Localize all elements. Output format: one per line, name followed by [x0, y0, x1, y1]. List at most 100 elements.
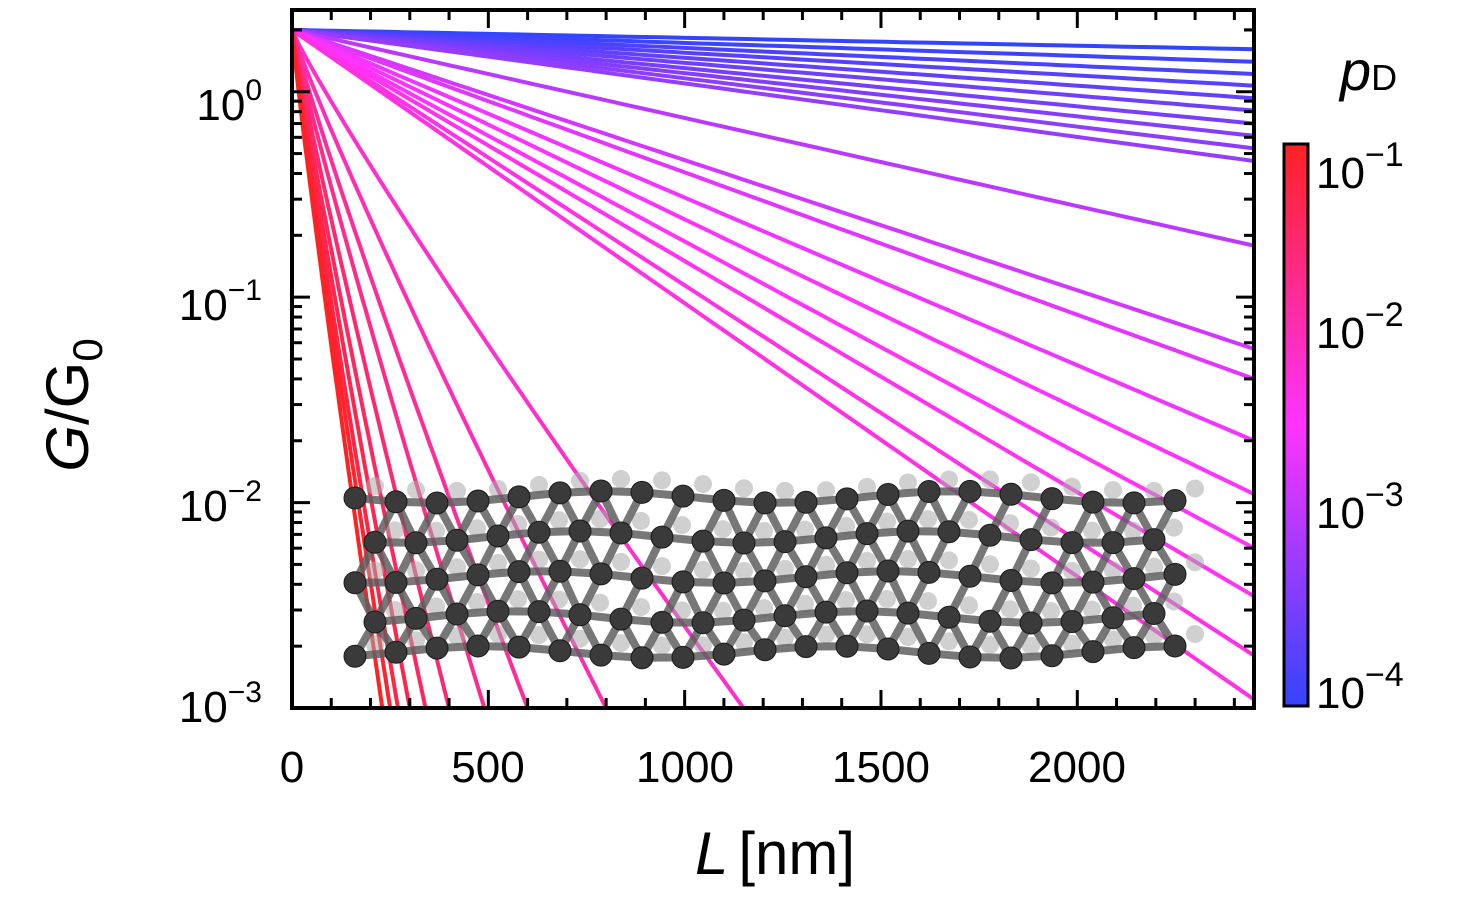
nanotube-atom [773, 604, 797, 628]
nanotube-atom [896, 601, 920, 625]
nanotube-atom [794, 565, 818, 589]
series-line [292, 29, 530, 708]
series-line [292, 28, 1254, 658]
nanotube-atom-back [1186, 479, 1204, 498]
y-tick-labels: 100 10−1 10−2 10−3 [179, 74, 262, 732]
y-tick-label: 10−2 [179, 475, 262, 531]
nanotube-atom [650, 610, 674, 634]
series-line [292, 28, 1254, 550]
nanotube-atom-back [509, 590, 527, 609]
nanotube-atom [937, 520, 961, 544]
colorbar-tick-label: 10−1 [1316, 136, 1404, 198]
nanotube-atom [753, 638, 777, 662]
nanotube-atom-back [899, 628, 917, 647]
nanotube-atom-back [591, 510, 609, 529]
nanotube-atom [527, 520, 551, 544]
colorbar-tick-label: 10−4 [1316, 656, 1404, 718]
nanotube-atom-back [653, 636, 671, 655]
nanotube-atom-back [817, 481, 835, 500]
nanotube-atom-back [1145, 626, 1163, 645]
nanotube-atom [814, 526, 838, 550]
nanotube-atom [343, 571, 367, 595]
nanotube-atom-back [755, 521, 773, 540]
x-tick-label: 500 [451, 743, 524, 792]
nanotube-atom-back [1022, 559, 1040, 578]
nanotube-atom [1101, 531, 1125, 555]
nanotube-atom-back [489, 625, 507, 644]
nanotube-atom [732, 531, 756, 555]
nanotube-atom-back [796, 594, 814, 613]
nanotube-atom-back [1104, 561, 1122, 580]
series-line [292, 27, 1254, 52]
nanotube-atom-back [550, 590, 568, 609]
nanotube-atom-back [550, 511, 568, 530]
nanotube-atom [404, 531, 428, 555]
nanotube-atom-back [714, 520, 732, 539]
nanotube-atom [917, 479, 941, 503]
nanotube-atom [568, 519, 592, 543]
nanotube-atom-back [714, 601, 732, 620]
nanotube-atom [1163, 634, 1187, 658]
nanotube-atom-back [817, 625, 835, 644]
nanotube-atom-back [386, 521, 404, 540]
nanotube-atom [1101, 606, 1125, 630]
nanotube-atom-back [653, 471, 671, 490]
nanotube-atom [425, 567, 449, 591]
nanotube-atom [1019, 611, 1043, 635]
nanotube-atom-back [981, 635, 999, 654]
nanotube-atom [773, 530, 797, 554]
nanotube-atom-back [1186, 553, 1204, 572]
nanotube-atom-back [1124, 596, 1142, 615]
nanotube-atom-back [1145, 557, 1163, 576]
series-line [292, 27, 1254, 138]
nanotube-atom [445, 602, 469, 626]
nanotube-atom [1163, 562, 1187, 586]
nanotube-atom-back [489, 480, 507, 499]
nanotube-atom [855, 599, 879, 623]
nanotube-atom-back [632, 598, 650, 617]
y-tick-label: 100 [196, 74, 262, 130]
nanotube-atom-back [878, 590, 896, 609]
nanotube-atom-back [448, 627, 466, 646]
nanotube-atom-back [1145, 481, 1163, 500]
nanotube-atom-back [919, 510, 937, 529]
nanotube-atom [876, 559, 900, 583]
nanotube-atom-back [837, 516, 855, 535]
nanotube-atom [1019, 528, 1043, 552]
nanotube-atom [548, 481, 572, 505]
nanotube-atom [1060, 531, 1084, 555]
nanotube-atom [794, 490, 818, 514]
nanotube-atom-back [509, 514, 527, 533]
nanotube-atom-back [940, 551, 958, 570]
y-tick-label: 10−1 [179, 274, 262, 330]
nanotube-atom-back [981, 470, 999, 489]
colorbar-tick-label: 10−2 [1316, 296, 1404, 358]
nanotube-atom [691, 529, 715, 553]
nanotube-atom-back [981, 555, 999, 574]
colorbar: pD 10−1 10−2 10−3 10−4 [1282, 39, 1404, 718]
nanotube-atom [589, 643, 613, 667]
nanotube-atom [507, 485, 531, 509]
nanotube-atom-back [591, 593, 609, 612]
nanotube-atom [343, 486, 367, 510]
nanotube-atom-back [530, 626, 548, 645]
nanotube-atom-back [755, 599, 773, 618]
nanotube-atom [1040, 487, 1064, 511]
nanotube-atom [589, 562, 613, 586]
nanotube-atom-back [940, 632, 958, 651]
x-tick-label: 1000 [636, 743, 734, 792]
nanotube-atom-back [1104, 481, 1122, 500]
nanotube-atom-back [1083, 521, 1101, 540]
series-line [292, 27, 1254, 248]
series-line [292, 28, 1254, 381]
nanotube-atom [609, 607, 633, 631]
x-axis-title: L [nm] [695, 820, 855, 887]
nanotube-atom-back [407, 480, 425, 499]
nanotube-atom [1060, 610, 1084, 634]
nanotube-atom-back [899, 473, 917, 492]
nanotube-atom-back [407, 631, 425, 650]
nanotube-atom [630, 480, 654, 504]
series-line [292, 27, 1254, 113]
nanotube-atom-back [1104, 630, 1122, 649]
nanotube-atom-back [366, 477, 384, 496]
